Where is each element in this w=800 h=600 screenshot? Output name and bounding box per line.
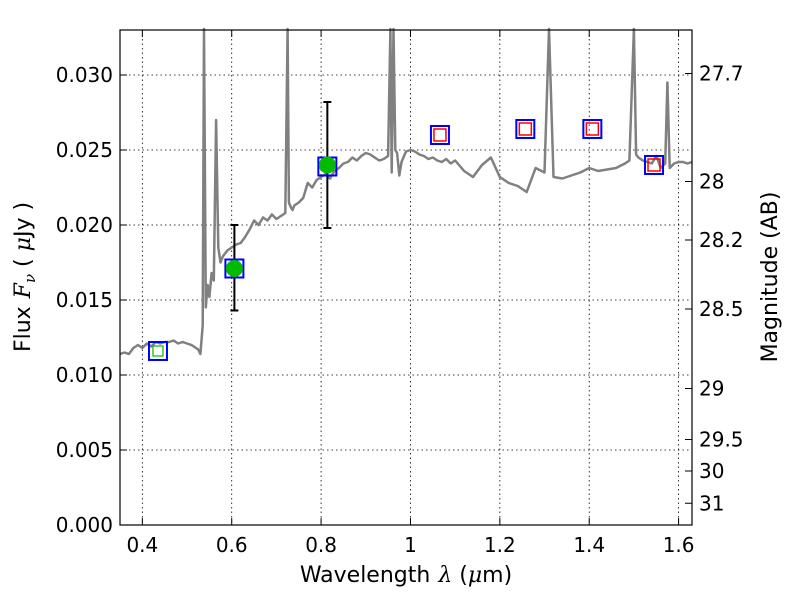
- inner-green-square: [152, 345, 164, 357]
- upper-limit-square: [518, 122, 533, 136]
- model-photometry-square: [644, 155, 665, 175]
- x-tick-label: 1.6: [663, 533, 695, 557]
- y2-tick-label: 29.5: [699, 428, 744, 452]
- y-tick-label: 0.010: [56, 363, 113, 387]
- x-tick-label: 0.8: [305, 533, 337, 557]
- upper-limit-square: [647, 158, 661, 172]
- y2-tick-label: 27.7: [699, 62, 744, 86]
- photometry-markers: [147, 119, 665, 361]
- x-tick-label: 1.2: [484, 533, 516, 557]
- detection-circle: [318, 156, 336, 174]
- error-bars: [230, 101, 332, 312]
- x-axis-label: Wavelength λ (μm): [300, 563, 512, 588]
- upper-limit-square: [585, 122, 600, 136]
- y2-tick-label: 28.2: [699, 228, 744, 252]
- y-tick-label: 0.005: [56, 438, 113, 462]
- model-photometry-square: [582, 119, 603, 139]
- y-tick-label: 0.025: [56, 138, 113, 162]
- x-tick-label: 0.6: [216, 533, 248, 557]
- y2-tick-label: 28.5: [699, 297, 744, 321]
- axis-ticks: 0.4 0.6 0.8 1 1.2 1.4 1.6 0.000 0.005 0.010 0.015 0…: [56, 30, 744, 557]
- plot-frame: [119, 29, 693, 526]
- y-tick-label: 0.015: [56, 288, 113, 312]
- y-tick-label: 0.030: [56, 63, 113, 87]
- model-photometry-square: [147, 341, 168, 361]
- x-tick-label: 1.4: [573, 533, 605, 557]
- model-photometry-square: [224, 258, 245, 279]
- model-spectrum-line: [119, 27, 693, 356]
- upper-limit-square: [433, 128, 447, 142]
- model-spectrum-layer: [119, 27, 693, 356]
- y2-tick-label: 30: [699, 459, 724, 483]
- model-photometry-square: [515, 119, 536, 139]
- y2-tick-label: 29: [699, 377, 724, 401]
- y2-tick-label: 28: [699, 170, 724, 194]
- y2-tick-label: 31: [699, 491, 724, 515]
- x-tick-label: 0.4: [126, 533, 158, 557]
- y-tick-label: 0.020: [56, 213, 113, 237]
- y-tick-label: 0.000: [56, 513, 113, 537]
- detection-circle: [225, 260, 243, 277]
- y-axis-label: FluxFν ( μJy ): [11, 202, 39, 352]
- y2-axis-label: Magnitude (AB): [758, 192, 783, 363]
- x-tick-label: 1: [404, 533, 417, 557]
- model-photometry-square: [429, 125, 450, 145]
